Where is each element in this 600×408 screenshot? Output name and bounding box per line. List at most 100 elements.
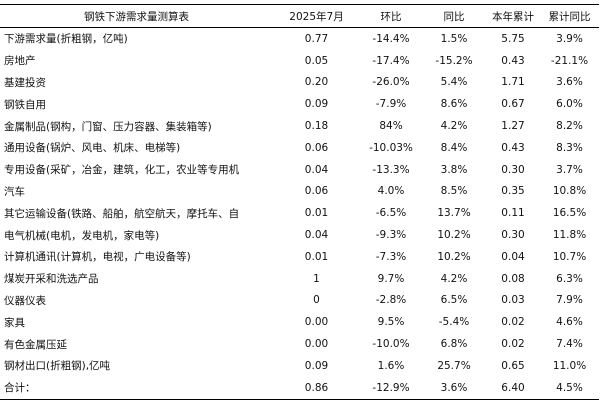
- cell-ytd: 0.02: [501, 316, 525, 329]
- cell-month: 0.06: [304, 141, 329, 154]
- cell-month: 0.86: [273, 376, 360, 400]
- cell-yoy: 4.2%: [440, 120, 468, 133]
- cell-ytd-yoy: 16.5%: [552, 207, 587, 220]
- cell-ytd-yoy: 7.9%: [556, 294, 583, 307]
- cell-yoy: 6.8%: [440, 338, 468, 351]
- row-label: 电气机械(电机，发电机，家电等): [4, 229, 160, 242]
- header-item: 钢铁下游需求量测算表: [0, 4, 273, 28]
- cell-mom: 4.0%: [377, 185, 405, 198]
- row-label: 金属制品(钢构，门窗、压力容器、集装箱等): [4, 120, 212, 133]
- table-row: 金属制品(钢构，门窗、压力容器、集装箱等) 0.18 84% 4.2% 1.27 8.2%: [0, 115, 599, 137]
- row-label: 家具: [4, 316, 25, 329]
- cell-month: 0.01: [304, 207, 329, 220]
- cell-ytd-yoy: 8.2%: [556, 120, 583, 133]
- cell-mom: -12.9%: [360, 376, 422, 400]
- cell-ytd-yoy: 3.7%: [556, 163, 583, 176]
- cell-mom: 84%: [379, 120, 403, 133]
- cell-month: 0.04: [304, 229, 329, 242]
- cell-yoy: 8.5%: [440, 185, 468, 198]
- table-row: 基建投资 0.20 -26.0% 5.4% 1.71 3.6%: [0, 72, 599, 94]
- header-month: 2025年7月: [273, 4, 360, 28]
- cell-month: 0: [313, 294, 320, 307]
- table-row: 通用设备(锅炉、风电、机床、电梯等) 0.06 -10.03% 8.4% 0.43 8.3…: [0, 137, 599, 159]
- row-label: 房地产: [4, 55, 36, 68]
- table-row: 有色金属压延 0.00 -10.0% 6.8% 0.02 7.4%: [0, 333, 599, 355]
- cell-ytd-yoy: 11.8%: [552, 229, 587, 242]
- cell-yoy: 6.5%: [440, 294, 468, 307]
- cell-mom: -13.3%: [372, 163, 410, 176]
- cell-mom: -9.3%: [375, 229, 407, 242]
- table-row: 其它运输设备(铁路、船舶，航空航天，摩托车、自 0.01 -6.5% 13.7% 0.1…: [0, 202, 599, 224]
- table-header-row: 钢铁下游需求量测算表 2025年7月 环比 同比 本年累计 累计同比: [0, 4, 599, 28]
- row-label: 有色金属压延: [4, 338, 67, 351]
- cell-yoy: 10.2%: [437, 229, 471, 242]
- cell-mom: 1.6%: [377, 359, 405, 372]
- table-row: 钢铁自用 0.09 -7.9% 8.6% 0.67 6.0%: [0, 93, 599, 115]
- row-label: 合计：: [0, 376, 273, 400]
- table-row: 电气机械(电机，发电机，家电等) 0.04 -9.3% 10.2% 0.30 11.8%: [0, 224, 599, 246]
- header-yoy: 同比: [422, 4, 486, 28]
- cell-yoy: 3.8%: [440, 163, 468, 176]
- row-label: 钢铁自用: [4, 98, 46, 111]
- steel-demand-table: 钢铁下游需求量测算表 2025年7月 环比 同比 本年累计 累计同比 下游需求量…: [0, 4, 599, 400]
- cell-yoy: 10.2%: [437, 250, 471, 263]
- cell-mom: -2.8%: [375, 294, 407, 307]
- cell-month: 0.01: [304, 250, 329, 263]
- cell-ytd-yoy: 3.6%: [556, 76, 583, 89]
- table-row: 房地产 0.05 -17.4% -15.2% 0.43 -21.1%: [0, 50, 599, 72]
- cell-ytd-yoy: 10.8%: [552, 185, 587, 198]
- cell-ytd: 0.43: [501, 141, 525, 154]
- cell-ytd-yoy: 6.3%: [556, 272, 583, 285]
- table-row: 仪器仪表 0 -2.8% 6.5% 0.03 7.9%: [0, 290, 599, 312]
- cell-ytd: 0.67: [501, 98, 525, 111]
- cell-ytd-yoy: 3.9%: [556, 32, 583, 45]
- cell-month: 0.04: [304, 163, 329, 176]
- row-label: 仪器仪表: [4, 294, 46, 307]
- cell-ytd: 0.04: [501, 250, 525, 263]
- row-label: 专用设备(采矿，冶金，建筑，化工，农业等专用机: [4, 164, 240, 177]
- cell-mom: -7.3%: [375, 250, 407, 263]
- cell-ytd-yoy: 6.0%: [556, 98, 583, 111]
- table-row: 计算机通讯(计算机，电视，广电设备等) 0.01 -7.3% 10.2% 0.04 10.…: [0, 246, 599, 268]
- cell-yoy: 3.6%: [422, 376, 486, 400]
- cell-mom: 9.7%: [377, 272, 405, 285]
- cell-month: 0.06: [304, 185, 329, 198]
- row-label: 计算机通讯(计算机，电视，广电设备等): [4, 251, 191, 264]
- cell-ytd: 0.30: [501, 229, 525, 242]
- cell-month: 0.09: [304, 98, 329, 111]
- cell-ytd: 0.35: [501, 185, 525, 198]
- row-label: 汽车: [4, 185, 25, 198]
- row-label: 下游需求量(折粗钢，亿吨): [4, 33, 128, 46]
- cell-mom: 9.5%: [377, 316, 405, 329]
- cell-ytd: 0.11: [501, 207, 525, 220]
- cell-mom: -10.03%: [369, 141, 413, 154]
- cell-yoy: 13.7%: [437, 207, 471, 220]
- table-row: 钢材出口(折粗钢),亿吨 0.09 1.6% 25.7% 0.65 11.0%: [0, 355, 599, 377]
- table-row: 下游需求量(折粗钢，亿吨) 0.77 -14.4% 1.5% 5.75 3.9%: [0, 28, 599, 50]
- cell-yoy: -5.4%: [438, 316, 470, 329]
- cell-month: 0.77: [304, 32, 329, 45]
- cell-ytd: 6.40: [486, 376, 540, 400]
- table-row: 专用设备(采矿，冶金，建筑，化工，农业等专用机 0.04 -13.3% 3.8% 0.3…: [0, 159, 599, 181]
- row-label: 煤炭开采和洗选产品: [4, 273, 99, 286]
- cell-month: 0.09: [304, 359, 329, 372]
- row-label: 钢材出口(折粗钢),亿吨: [4, 360, 111, 373]
- row-label: 其它运输设备(铁路、船舶，航空航天，摩托车、自: [4, 207, 240, 220]
- cell-ytd-yoy: 7.4%: [556, 338, 583, 351]
- cell-ytd-yoy: 8.3%: [556, 141, 583, 154]
- cell-month: 1: [313, 272, 320, 285]
- cell-ytd: 0.43: [501, 54, 525, 67]
- cell-month: 0.00: [304, 316, 329, 329]
- cell-yoy: 5.4%: [440, 76, 468, 89]
- cell-mom: -6.5%: [375, 207, 407, 220]
- cell-mom: -17.4%: [372, 54, 410, 67]
- cell-mom: -10.0%: [372, 338, 410, 351]
- table-row: 合计： 0.86 -12.9% 3.6% 6.40 4.5%: [0, 376, 599, 400]
- row-label: 通用设备(锅炉、风电、机床、电梯等): [4, 142, 181, 155]
- table-body: 下游需求量(折粗钢，亿吨) 0.77 -14.4% 1.5% 5.75 3.9% 房地产 0.…: [0, 28, 599, 400]
- cell-yoy: 1.5%: [440, 32, 468, 45]
- cell-yoy: 8.6%: [440, 98, 468, 111]
- cell-mom: -7.9%: [375, 98, 407, 111]
- table-row: 家具 0.00 9.5% -5.4% 0.02 4.6%: [0, 311, 599, 333]
